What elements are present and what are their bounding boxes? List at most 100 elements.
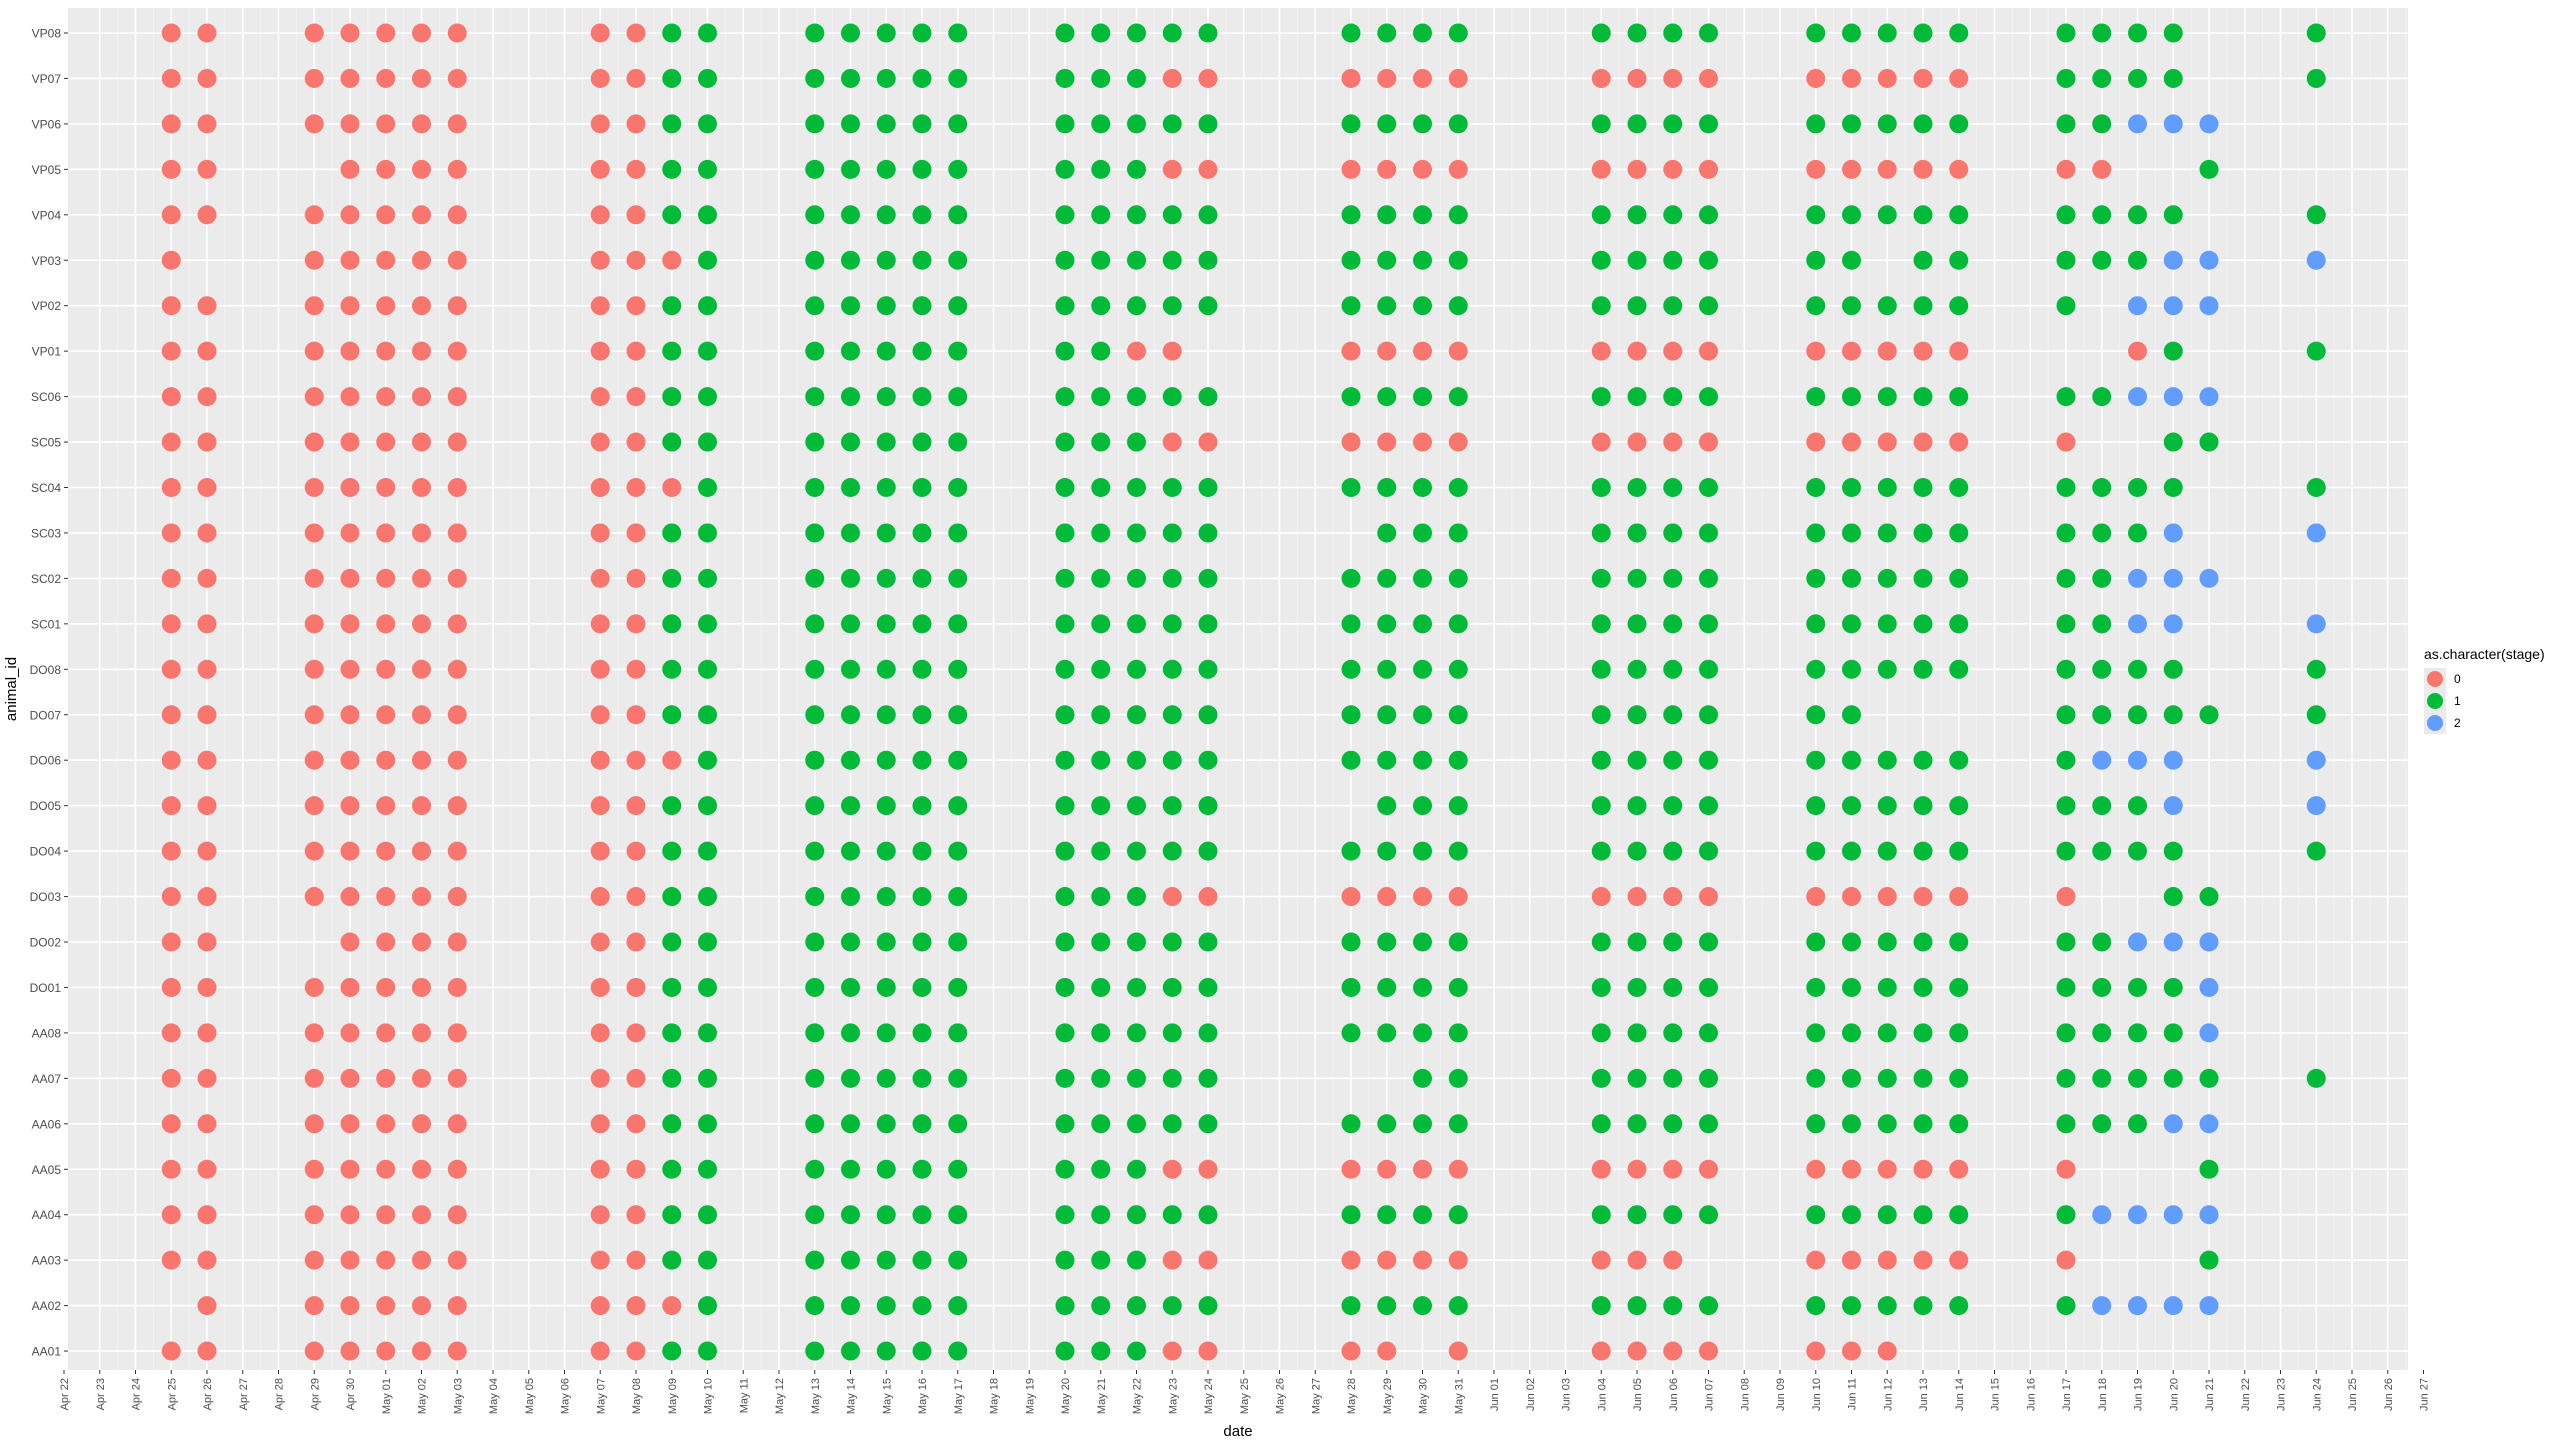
data-point [662, 387, 682, 407]
data-point [841, 1205, 860, 1225]
data-point [1448, 387, 1468, 407]
data-point [841, 114, 860, 134]
data-point [698, 1159, 717, 1179]
data-point [590, 341, 610, 361]
data-point [1663, 750, 1683, 770]
data-point [1591, 750, 1611, 770]
data-point [2199, 568, 2219, 588]
data-point [197, 1296, 217, 1316]
data-point [2163, 932, 2183, 952]
data-point [412, 1341, 431, 1361]
data-point [340, 159, 360, 179]
x-tick-label: May 04 [488, 1378, 500, 1414]
data-point [161, 1023, 181, 1043]
data-point [948, 841, 968, 861]
data-point [1448, 68, 1468, 88]
data-point [1663, 296, 1683, 316]
data-point [1877, 932, 1897, 952]
data-point [1699, 568, 1718, 588]
data-point [340, 68, 360, 88]
data-point [1806, 1068, 1826, 1088]
data-point [1198, 977, 1218, 997]
data-point [2128, 1068, 2147, 1088]
data-point [1949, 296, 1969, 316]
data-point [412, 1068, 431, 1088]
data-point [1663, 523, 1683, 543]
data-point [1699, 1341, 1718, 1361]
data-point [1949, 432, 1969, 452]
data-point [1377, 750, 1397, 770]
data-point [876, 1159, 896, 1179]
data-point [948, 1023, 968, 1043]
data-point [1198, 1023, 1218, 1043]
data-point [1341, 250, 1361, 270]
data-point [626, 977, 646, 997]
data-point [805, 296, 825, 316]
data-point [1091, 705, 1111, 725]
data-point [590, 750, 610, 770]
data-point [1448, 1023, 1468, 1043]
data-point [626, 887, 646, 907]
data-point [1877, 1250, 1897, 1270]
data-point [805, 705, 825, 725]
legend-item: 2 [2424, 712, 2545, 734]
data-point [340, 705, 360, 725]
data-point [662, 1205, 682, 1225]
data-point [948, 68, 968, 88]
data-point [912, 296, 932, 316]
data-point [626, 1068, 646, 1088]
data-point [2199, 1250, 2219, 1270]
data-point [1699, 114, 1718, 134]
data-point [2056, 887, 2076, 907]
x-tick-label: May 14 [846, 1378, 858, 1414]
data-point [2199, 387, 2219, 407]
data-point [2092, 387, 2112, 407]
data-point [1448, 568, 1468, 588]
data-point [1127, 1114, 1146, 1134]
data-point [662, 887, 682, 907]
data-point [447, 23, 467, 43]
data-point [1162, 932, 1182, 952]
data-point [2163, 568, 2183, 588]
data-point [1055, 932, 1075, 952]
data-point [1699, 977, 1718, 997]
data-point [1699, 705, 1718, 725]
data-point [1699, 250, 1718, 270]
data-point [1627, 68, 1647, 88]
data-point [447, 68, 467, 88]
data-point [698, 296, 717, 316]
data-point [412, 341, 431, 361]
data-point [1591, 705, 1611, 725]
data-point [447, 1296, 467, 1316]
data-point [1699, 841, 1718, 861]
data-point [1842, 205, 1861, 225]
data-point [1091, 114, 1111, 134]
data-point [698, 1023, 717, 1043]
data-point [1448, 841, 1468, 861]
data-point [1842, 1114, 1861, 1134]
data-point [912, 1159, 932, 1179]
data-point [376, 296, 396, 316]
data-point [2163, 387, 2183, 407]
data-point [1627, 478, 1647, 497]
data-point [2056, 478, 2076, 497]
data-point [1877, 1205, 1897, 1225]
data-point [1162, 1159, 1182, 1179]
data-point [2056, 114, 2076, 134]
legend-dot [2427, 671, 2443, 687]
data-point [1699, 1023, 1718, 1043]
data-point [1341, 1296, 1361, 1316]
data-point [1091, 478, 1111, 497]
data-point [698, 887, 717, 907]
data-point [805, 1068, 825, 1088]
data-point [1591, 932, 1611, 952]
x-tick-label: Apr 29 [309, 1378, 321, 1410]
data-point [590, 887, 610, 907]
data-point [1162, 205, 1182, 225]
data-point [1877, 568, 1897, 588]
data-point [447, 1205, 467, 1225]
data-point [1127, 1159, 1146, 1179]
data-point [1377, 659, 1397, 679]
data-point [1341, 750, 1361, 770]
data-point [1591, 1159, 1611, 1179]
